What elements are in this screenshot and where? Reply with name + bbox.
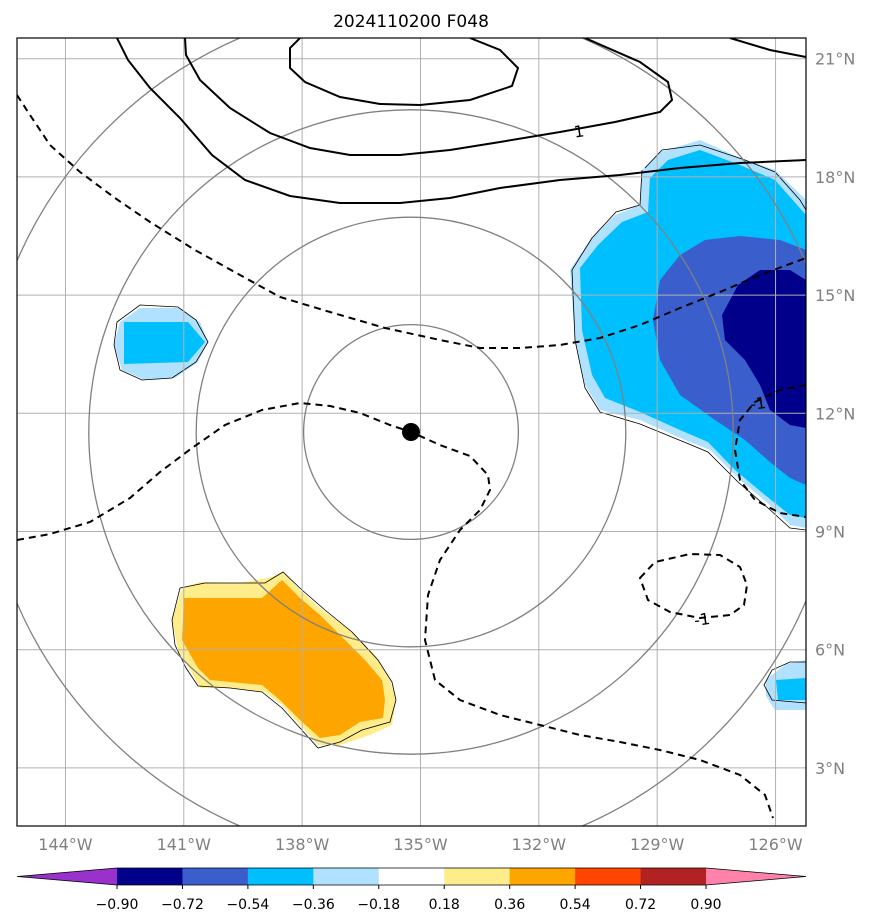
shade-east-outline xyxy=(571,144,806,531)
storm-center-marker xyxy=(402,423,420,441)
contour-labels: 1 -1 -1 xyxy=(573,121,768,630)
x-tick-labels: 144°W 141°W 138°W 135°W 132°W 129°W 126°W xyxy=(38,835,803,854)
contour-negative-se-loop xyxy=(638,552,749,620)
x-tick-label: 132°W xyxy=(512,835,567,854)
colorbar-segment xyxy=(509,868,576,885)
colorbar-segment xyxy=(640,868,707,885)
x-tick-label: 126°W xyxy=(748,835,803,854)
shade-sw-outline xyxy=(171,571,397,749)
y-tick-label: 15°N xyxy=(815,286,855,305)
colorbar-segment xyxy=(182,868,249,885)
y-tick-label: 9°N xyxy=(815,523,845,542)
colorbar-segment xyxy=(378,868,445,885)
contour-label: 1 xyxy=(573,121,586,141)
range-ring xyxy=(88,109,734,755)
shade-se-medium xyxy=(776,678,806,700)
map-area: 1 -1 -1 xyxy=(17,38,806,826)
colorbar-labels: −0.90 −0.72 −0.54 −0.36 −0.18 0.18 0.36 0.54 0.7… xyxy=(96,897,722,913)
colorbar-label: 0.90 xyxy=(690,897,721,913)
colorbar-segment xyxy=(444,868,511,885)
colorbar-label: −0.18 xyxy=(357,897,400,913)
x-tick-label: 144°W xyxy=(38,835,93,854)
y-tick-label: 6°N xyxy=(815,641,845,660)
contour-positive-inner xyxy=(289,38,520,107)
colorbar-label: 0.72 xyxy=(625,897,656,913)
shade-sw-orange xyxy=(182,580,385,738)
colorbar-label: −0.90 xyxy=(96,897,139,913)
colorbar-segment xyxy=(575,868,642,885)
colorbar-label: −0.54 xyxy=(226,897,269,913)
range-ring xyxy=(195,216,627,648)
map-frame xyxy=(16,37,807,827)
contour-positive-1 xyxy=(184,38,674,156)
y-tick-label: 18°N xyxy=(815,168,855,187)
contours xyxy=(17,38,806,819)
y-tick-label: 12°N xyxy=(815,404,855,423)
colorbar-segment xyxy=(117,868,183,885)
contour-label: -1 xyxy=(749,393,767,414)
colorbar-label: −0.72 xyxy=(161,897,204,913)
chart-title: 2024110200 F048 xyxy=(333,12,489,32)
y-tick-label: 21°N xyxy=(815,50,855,69)
colorbar xyxy=(16,867,807,889)
colorbar-segment xyxy=(313,868,380,885)
range-rings xyxy=(17,38,806,826)
contour-negative-north xyxy=(17,94,806,349)
x-tick-label: 129°W xyxy=(630,835,685,854)
shade-west-outline xyxy=(113,304,209,381)
range-ring xyxy=(302,323,520,541)
colorbar-label: 0.18 xyxy=(429,897,460,913)
shade-se-outline xyxy=(763,661,806,704)
contour-positive-outer xyxy=(116,38,806,204)
x-tick-label: 135°W xyxy=(393,835,448,854)
x-tick-label: 141°W xyxy=(157,835,212,854)
shade-east-core xyxy=(722,270,806,428)
contour-label: -1 xyxy=(693,609,711,630)
y-tick-labels: 3°N 6°N 9°N 12°N 15°N 18°N 21°N xyxy=(815,50,855,778)
shaded-field xyxy=(113,140,806,749)
x-tick-label: 138°W xyxy=(275,835,330,854)
y-tick-label: 3°N xyxy=(815,759,845,778)
contour-positive-ne xyxy=(729,38,806,58)
shade-west-medium xyxy=(124,322,205,364)
colorbar-label: 0.36 xyxy=(494,897,525,913)
contour-negative-east xyxy=(733,384,806,518)
colorbar-extend-max xyxy=(706,868,806,885)
gridlines xyxy=(17,38,806,826)
colorbar-label: 0.54 xyxy=(560,897,591,913)
colorbar-extend-min xyxy=(17,868,117,885)
colorbar-label: −0.36 xyxy=(292,897,335,913)
contour-negative-center xyxy=(17,401,774,819)
colorbar-segment xyxy=(247,868,314,885)
